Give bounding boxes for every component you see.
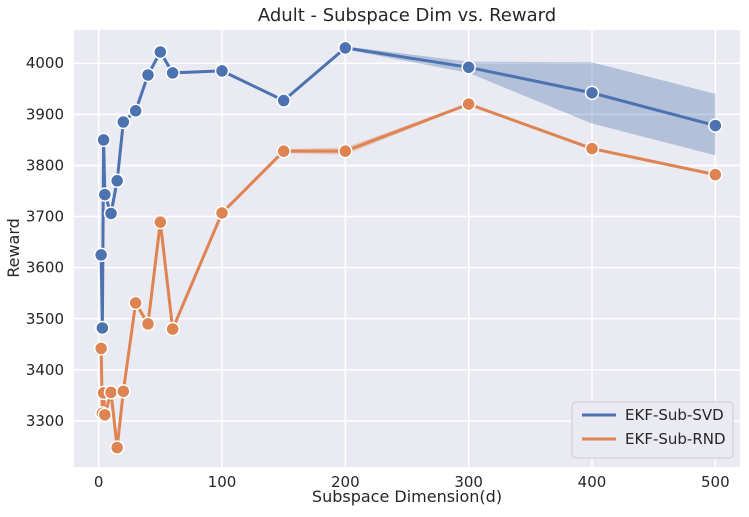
data-point-ekf-sub-rnd	[165, 321, 180, 337]
data-point-ekf-sub-svd	[165, 65, 180, 81]
y-tick-label: 3500	[26, 310, 64, 328]
data-point-ekf-sub-svd	[708, 118, 723, 133]
data-point-ekf-sub-svd	[109, 173, 125, 189]
y-axis-label: Reward	[4, 218, 23, 278]
data-point-ekf-sub-svd	[153, 44, 168, 60]
data-point-ekf-sub-rnd	[109, 440, 125, 455]
data-point-ekf-sub-rnd	[276, 143, 291, 159]
x-tick-label: 400	[578, 473, 607, 491]
y-tick-label: 3300	[26, 412, 64, 430]
x-tick-label: 200	[331, 473, 360, 491]
data-point-ekf-sub-rnd	[93, 341, 109, 356]
data-point-ekf-sub-rnd	[214, 205, 230, 221]
data-point-ekf-sub-svd	[103, 206, 119, 221]
data-point-ekf-sub-rnd	[461, 96, 476, 112]
y-axis-ticks: 3300 3400 3500 3600 3700 3800 3900 4000	[26, 54, 64, 430]
grid-lines	[74, 30, 740, 467]
legend: EKF-Sub-SVD EKF-Sub-RND	[571, 401, 734, 459]
data-point-ekf-sub-svd	[276, 93, 291, 108]
chart-title: Adult - Subspace Dim vs. Reward	[258, 5, 556, 26]
x-tick-label: 100	[208, 473, 237, 491]
data-point-ekf-sub-svd	[461, 60, 476, 75]
series-markers	[93, 40, 723, 455]
data-point-ekf-sub-rnd	[128, 295, 143, 311]
data-point-ekf-sub-rnd	[103, 385, 119, 400]
data-point-ekf-sub-rnd	[153, 214, 168, 230]
x-axis-label: Subspace Dimension(d)	[312, 487, 502, 506]
data-point-ekf-sub-svd	[96, 132, 111, 148]
x-tick-label: 500	[701, 473, 730, 491]
data-point-ekf-sub-svd	[97, 187, 113, 202]
data-point-ekf-sub-rnd	[338, 143, 353, 159]
data-point-ekf-sub-svd	[584, 85, 600, 101]
y-tick-label: 4000	[26, 54, 64, 72]
data-point-ekf-sub-svd	[93, 247, 109, 263]
data-point-ekf-sub-svd	[214, 63, 230, 79]
data-point-ekf-sub-rnd	[140, 316, 156, 332]
legend-label-svd: EKF-Sub-SVD	[625, 406, 724, 424]
x-tick-label: 0	[94, 473, 104, 491]
legend-label-rnd: EKF-Sub-RND	[625, 430, 726, 448]
data-point-ekf-sub-rnd	[116, 384, 131, 399]
y-tick-label: 3400	[26, 361, 64, 379]
y-tick-label: 3900	[26, 105, 64, 123]
data-point-ekf-sub-rnd	[708, 167, 723, 182]
x-axis-ticks: 0 100 200 300 400 500	[94, 473, 730, 491]
data-point-ekf-sub-svd	[338, 40, 353, 56]
x-tick-label: 300	[454, 473, 483, 491]
data-point-ekf-sub-svd	[140, 67, 156, 83]
data-point-ekf-sub-rnd	[97, 407, 113, 423]
data-point-ekf-sub-rnd	[584, 141, 600, 156]
data-point-ekf-sub-svd	[95, 320, 110, 336]
y-tick-label: 3600	[26, 259, 64, 277]
y-tick-label: 3800	[26, 156, 64, 174]
data-point-ekf-sub-svd	[128, 103, 143, 119]
y-tick-label: 3700	[26, 208, 64, 226]
data-point-ekf-sub-svd	[116, 114, 131, 130]
